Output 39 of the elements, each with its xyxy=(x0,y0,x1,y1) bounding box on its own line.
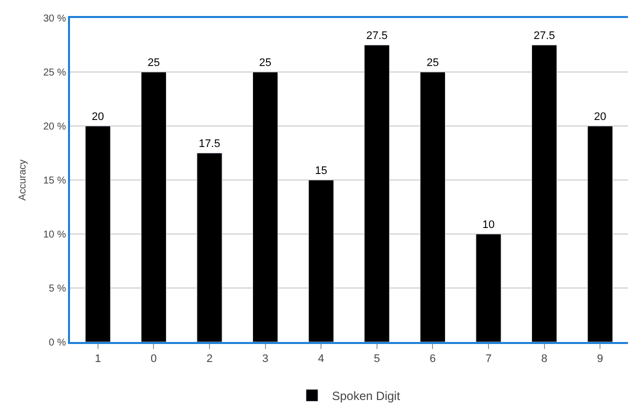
bar xyxy=(308,180,334,342)
x-tick-label: 7 xyxy=(485,353,492,366)
bar xyxy=(476,234,502,342)
data-label: 25 xyxy=(426,57,439,69)
bar xyxy=(587,126,613,342)
y-tick-label: 10 % xyxy=(43,230,66,240)
data-label: 15 xyxy=(314,165,328,177)
y-tick-label: 30 % xyxy=(43,14,66,24)
x-tick-label: 9 xyxy=(597,353,604,366)
bar xyxy=(420,72,446,342)
bar xyxy=(252,72,278,342)
data-label: 25 xyxy=(259,57,272,69)
bar xyxy=(85,126,111,342)
x-tick-label: 2 xyxy=(206,353,213,366)
data-label: 27.5 xyxy=(366,30,388,42)
bar xyxy=(364,44,390,342)
x-tick-label: 6 xyxy=(430,353,436,366)
x-tick-label: 0 xyxy=(150,353,157,366)
y-tick-label: 0 % xyxy=(48,338,66,348)
y-tick-label: 15 % xyxy=(43,176,66,186)
bar xyxy=(196,152,222,342)
bar xyxy=(531,44,558,342)
x-tick-label: 1 xyxy=(94,353,101,366)
data-label: 27.5 xyxy=(534,30,556,42)
x-tick-label: 5 xyxy=(374,353,380,366)
data-label: 20 xyxy=(92,111,104,123)
legend-label: Spoken Digit xyxy=(332,389,401,404)
y-axis-title: Accuracy xyxy=(18,159,29,201)
data-label: 17.5 xyxy=(198,138,220,150)
x-tick-label: 4 xyxy=(318,353,324,366)
data-label: 25 xyxy=(148,57,160,69)
data-label: 10 xyxy=(482,219,495,231)
y-tick-label: 25 % xyxy=(43,68,66,78)
y-tick-label: 5 % xyxy=(48,284,66,294)
x-tick-label: 3 xyxy=(262,353,268,366)
x-tick-label: 8 xyxy=(541,353,548,366)
bar xyxy=(140,72,167,342)
y-tick-label: 20 % xyxy=(43,122,66,132)
data-label: 20 xyxy=(594,111,606,123)
